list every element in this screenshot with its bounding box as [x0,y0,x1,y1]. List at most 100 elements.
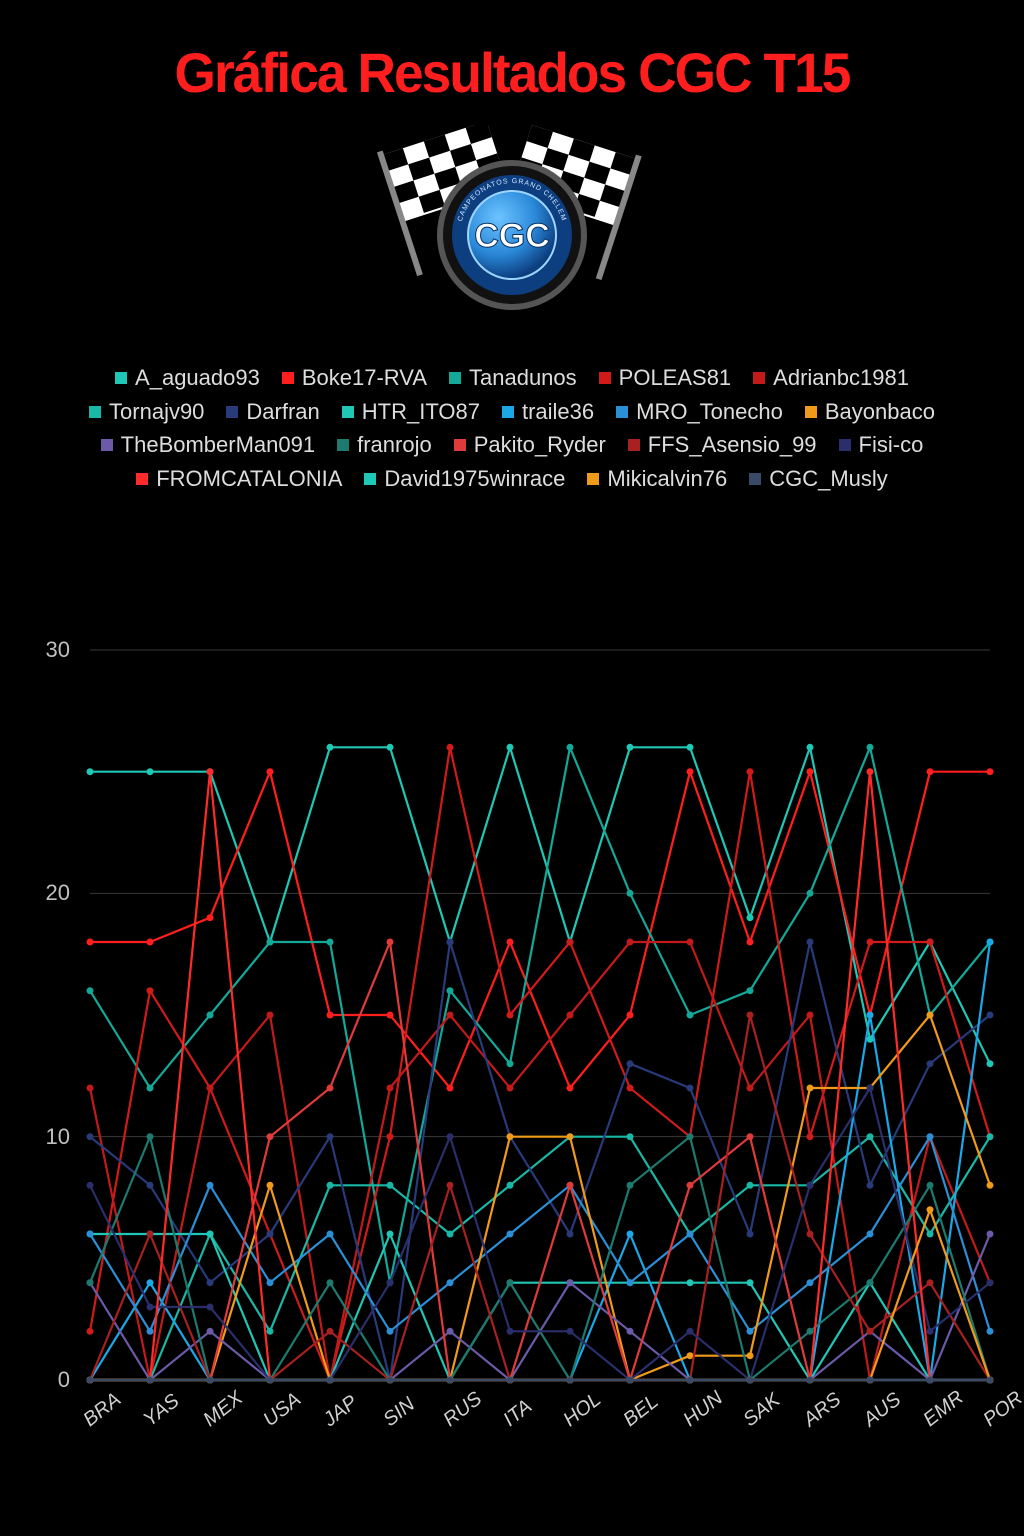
series-marker [687,1012,694,1019]
legend-swatch [628,439,640,451]
legend-swatch [282,372,294,384]
series-marker [627,1133,634,1140]
series-marker [867,744,874,751]
series-marker [327,1328,334,1335]
series-marker [327,1085,334,1092]
legend-item[interactable]: FROMCATALONIA [136,464,342,494]
series-marker [507,1377,514,1384]
series-marker [87,1328,94,1335]
legend-label: Boke17-RVA [302,363,427,393]
series-marker [87,1085,94,1092]
series-marker [147,1304,154,1311]
legend-swatch [839,439,851,451]
series-marker [687,1133,694,1140]
series-marker [267,939,274,946]
series-marker [807,744,814,751]
legend-item[interactable]: MRO_Tonecho [616,397,783,427]
legend-item[interactable]: Mikicalvin76 [587,464,727,494]
legend-swatch [101,439,113,451]
series-marker [387,744,394,751]
series-marker [507,744,514,751]
legend-item[interactable]: David1975winrace [364,464,565,494]
series-marker [807,939,814,946]
series-marker [807,1328,814,1335]
legend-item[interactable]: franrojo [337,430,432,460]
y-tick-label: 30 [30,637,70,663]
series-marker [147,1133,154,1140]
legend-item[interactable]: Bayonbaco [805,397,935,427]
series-marker [807,1182,814,1189]
series-marker [447,1279,454,1286]
legend-item[interactable]: traile36 [502,397,594,427]
series-marker [867,1036,874,1043]
series-marker [327,1279,334,1286]
series-marker [687,1328,694,1335]
series-marker [447,1231,454,1238]
legend-item[interactable]: Adrianbc1981 [753,363,909,393]
series-marker [267,1133,274,1140]
series-marker [747,1377,754,1384]
legend-item[interactable]: Tanadunos [449,363,577,393]
legend-item[interactable]: Darfran [226,397,319,427]
legend-label: franrojo [357,430,432,460]
legend-item[interactable]: Tornajv90 [89,397,204,427]
legend-item[interactable]: Fisi-co [839,430,924,460]
series-marker [507,1012,514,1019]
series-marker [507,1328,514,1335]
series-marker [927,1133,934,1140]
legend-item[interactable]: POLEAS81 [599,363,732,393]
legend-item[interactable]: A_aguado93 [115,363,260,393]
legend-item[interactable]: Pakito_Ryder [454,430,606,460]
series-marker [687,1279,694,1286]
series-marker [387,1012,394,1019]
series-marker [207,1231,214,1238]
series-marker [207,1328,214,1335]
series-marker [507,1182,514,1189]
series-marker [327,1012,334,1019]
series-marker [987,1328,994,1335]
series-marker [387,1085,394,1092]
legend-label: Fisi-co [859,430,924,460]
legend-swatch [805,406,817,418]
series-marker [627,890,634,897]
series-marker [327,1182,334,1189]
legend-item[interactable]: Boke17-RVA [282,363,427,393]
series-marker [567,1182,574,1189]
y-tick-label: 20 [30,880,70,906]
legend-swatch [364,473,376,485]
series-marker [447,1182,454,1189]
legend-item[interactable]: FFS_Asensio_99 [628,430,817,460]
series-marker [147,987,154,994]
series-marker [207,914,214,921]
series-marker [147,1279,154,1286]
legend-item[interactable]: CGC_Musly [749,464,888,494]
series-marker [87,1377,94,1384]
y-tick-label: 0 [30,1367,70,1393]
series-marker [747,1279,754,1286]
logo-wrap: CGC CAMPEONATOS GRAND CHELEM [0,125,1024,335]
series-marker [987,1133,994,1140]
series-marker [927,1012,934,1019]
series-marker [507,1060,514,1067]
series-marker [207,1012,214,1019]
series-marker [627,1085,634,1092]
series-marker [567,939,574,946]
series-marker [867,1231,874,1238]
series-marker [927,1328,934,1335]
page-title: Gráfica Resultados CGC T15 [26,0,999,105]
series-marker [567,1328,574,1335]
series-marker [627,1377,634,1384]
legend-label: Bayonbaco [825,397,935,427]
series-marker [687,1352,694,1359]
series-marker [207,1085,214,1092]
series-marker [447,1328,454,1335]
series-marker [987,1012,994,1019]
series-marker [927,1182,934,1189]
legend-item[interactable]: HTR_ITO87 [342,397,480,427]
legend-item[interactable]: TheBomberMan091 [101,430,315,460]
series-marker [507,1231,514,1238]
series-marker [447,1377,454,1384]
series-marker [627,1328,634,1335]
series-marker [747,987,754,994]
series-marker [747,1328,754,1335]
